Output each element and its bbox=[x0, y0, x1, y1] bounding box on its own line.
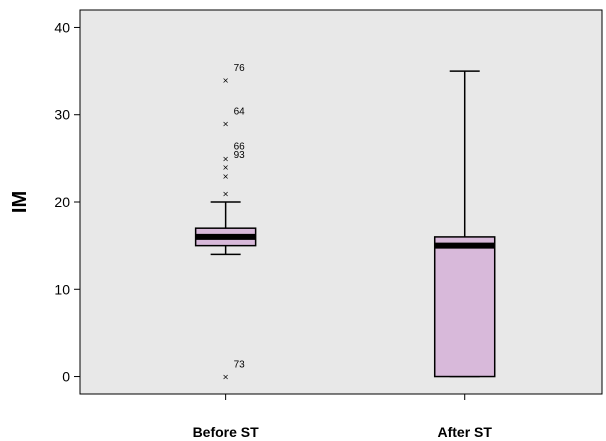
iqr-box bbox=[433, 236, 496, 378]
y-tick-label: 20 bbox=[54, 194, 70, 210]
plot-area bbox=[79, 9, 603, 395]
box-after-st bbox=[433, 70, 496, 378]
x-axis: Before ST After ST bbox=[193, 394, 492, 440]
outlier-point: × bbox=[222, 189, 229, 198]
outlier-label: 66 bbox=[234, 141, 246, 152]
y-tick-label: 30 bbox=[54, 107, 70, 123]
boxes: ×76×64×66×93×××73 bbox=[194, 63, 496, 382]
outlier-point: × bbox=[222, 154, 229, 163]
box-before-st: ×76×64×66×93×××73 bbox=[194, 63, 257, 382]
outlier-point: × bbox=[222, 373, 229, 382]
y-tick-label: 40 bbox=[54, 19, 70, 35]
outlier-label: 64 bbox=[234, 106, 246, 117]
outlier-label: 93 bbox=[234, 150, 246, 161]
outlier-label: 73 bbox=[234, 360, 246, 371]
outlier-point: × bbox=[222, 172, 229, 181]
y-axis: 0 10 20 30 40 bbox=[54, 19, 80, 385]
x-category-label: After ST bbox=[437, 424, 492, 440]
y-axis-title: IM bbox=[9, 191, 31, 213]
y-tick-label: 0 bbox=[62, 369, 70, 385]
outlier-point: × bbox=[222, 163, 229, 172]
x-category-label: Before ST bbox=[193, 424, 260, 440]
outlier-label: 76 bbox=[234, 63, 246, 74]
y-tick-label: 10 bbox=[54, 281, 70, 297]
outlier-point: × bbox=[222, 76, 229, 85]
outlier-point: × bbox=[222, 119, 229, 128]
